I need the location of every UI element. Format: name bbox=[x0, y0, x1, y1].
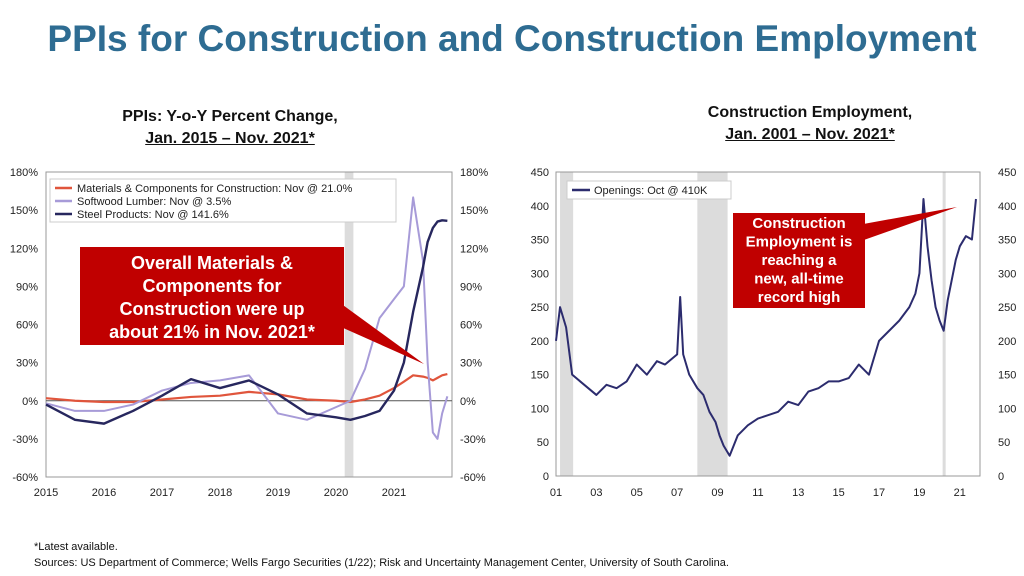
callout-box bbox=[80, 247, 344, 345]
x-tick-label: 07 bbox=[671, 487, 683, 499]
y-tick-label-left: 150 bbox=[531, 370, 549, 382]
callout-text: Construction bbox=[752, 215, 845, 232]
x-tick-label: 21 bbox=[954, 487, 966, 499]
recession-band bbox=[560, 172, 574, 476]
x-tick-label: 13 bbox=[792, 487, 804, 499]
y-tick-label-right: -60% bbox=[460, 472, 486, 484]
y-tick-label-left: 300 bbox=[531, 268, 549, 280]
y-tick-label-left: 90% bbox=[16, 281, 38, 293]
y-tick-label-left: 180% bbox=[10, 167, 38, 179]
page-title: PPIs for Construction and Construction E… bbox=[47, 18, 977, 59]
y-tick-label-left: -30% bbox=[12, 434, 38, 446]
y-tick-label-right: 350 bbox=[998, 235, 1016, 247]
series-line bbox=[45, 219, 448, 425]
callout-text: reaching a bbox=[761, 252, 837, 269]
x-tick-label: 15 bbox=[833, 487, 845, 499]
legend-label: Softwood Lumber: Nov @ 3.5% bbox=[77, 196, 231, 208]
plot-frame bbox=[555, 171, 981, 477]
y-tick-label-left: 250 bbox=[531, 302, 549, 314]
y-tick-label-left: 120% bbox=[10, 243, 38, 255]
callout-text: Overall Materials & bbox=[131, 253, 293, 273]
y-tick-label-left: 30% bbox=[16, 358, 38, 370]
y-tick-label-right: 0% bbox=[460, 396, 476, 408]
x-tick-label: 2017 bbox=[150, 487, 174, 499]
left-subtitle-line2: Jan. 2015 – Nov. 2021* bbox=[145, 130, 315, 147]
x-tick-label: 2015 bbox=[34, 487, 58, 499]
callout-box bbox=[733, 213, 865, 308]
y-tick-label-left: 50 bbox=[537, 437, 549, 449]
legend-label: Openings: Oct @ 410K bbox=[594, 185, 708, 197]
x-tick-label: 01 bbox=[550, 487, 562, 499]
series-line bbox=[555, 198, 977, 457]
right-subtitle-line1: Construction Employment, bbox=[707, 104, 913, 121]
x-tick-label: 11 bbox=[752, 487, 763, 499]
series-line bbox=[45, 196, 449, 440]
y-tick-label-left: 200 bbox=[531, 336, 549, 348]
y-tick-label-right: 400 bbox=[998, 201, 1016, 213]
y-tick-label-left: 0% bbox=[22, 396, 38, 408]
y-tick-label-right: -30% bbox=[460, 434, 486, 446]
callout-pointer bbox=[847, 207, 957, 241]
callout-text: Components for bbox=[143, 276, 282, 296]
right-chart-subtitle: Construction Employment, Jan. 2001 – Nov… bbox=[640, 102, 980, 146]
y-tick-label-left: 0 bbox=[543, 471, 549, 483]
y-tick-label-right: 90% bbox=[460, 281, 482, 293]
y-tick-label-right: 150 bbox=[998, 370, 1016, 382]
callout-text: new, all-time bbox=[754, 271, 843, 288]
plot-frame bbox=[45, 171, 453, 478]
y-tick-label-right: 250 bbox=[998, 302, 1016, 314]
x-tick-label: 2020 bbox=[324, 487, 348, 499]
x-tick-label: 03 bbox=[590, 487, 602, 499]
callout-text: Employment is bbox=[746, 234, 853, 251]
footnote: *Latest available. bbox=[34, 541, 118, 553]
legend-label: Materials & Components for Construction:… bbox=[77, 183, 353, 195]
y-tick-label-right: 100 bbox=[998, 403, 1016, 415]
left-subtitle-line1: PPIs: Y-o-Y Percent Change, bbox=[122, 108, 338, 125]
callout-text: about 21% in Nov. 2021* bbox=[109, 322, 315, 342]
x-tick-label: 19 bbox=[913, 487, 925, 499]
x-tick-label: 2019 bbox=[266, 487, 290, 499]
x-tick-label: 17 bbox=[873, 487, 885, 499]
sources-note: Sources: US Department of Commerce; Well… bbox=[34, 557, 729, 569]
x-tick-label: 2018 bbox=[208, 487, 232, 499]
x-tick-label: 2016 bbox=[92, 487, 116, 499]
legend-box bbox=[49, 178, 397, 223]
y-tick-label-right: 60% bbox=[460, 320, 482, 332]
left-chart-subtitle: PPIs: Y-o-Y Percent Change, Jan. 2015 – … bbox=[80, 106, 380, 150]
y-tick-label-left: 150% bbox=[10, 205, 38, 217]
x-tick-label: 2021 bbox=[382, 487, 406, 499]
y-tick-label-right: 120% bbox=[460, 243, 488, 255]
y-tick-label-right: 300 bbox=[998, 268, 1016, 280]
y-tick-label-left: 450 bbox=[531, 167, 549, 179]
y-tick-label-right: 30% bbox=[460, 358, 482, 370]
y-tick-label-left: 350 bbox=[531, 235, 549, 247]
callout-text: Construction were up bbox=[119, 299, 304, 319]
y-tick-label-left: -60% bbox=[12, 472, 38, 484]
y-tick-label-right: 50 bbox=[998, 437, 1010, 449]
x-tick-label: 05 bbox=[631, 487, 643, 499]
y-tick-label-right: 200 bbox=[998, 336, 1016, 348]
y-tick-label-right: 0 bbox=[998, 471, 1004, 483]
y-tick-label-right: 180% bbox=[460, 167, 488, 179]
recession-band bbox=[697, 172, 728, 476]
y-tick-label-left: 60% bbox=[16, 320, 38, 332]
y-tick-label-right: 150% bbox=[460, 205, 488, 217]
legend-box bbox=[566, 180, 732, 200]
x-tick-label: 09 bbox=[711, 487, 723, 499]
y-tick-label-left: 100 bbox=[531, 403, 549, 415]
y-tick-label-right: 450 bbox=[998, 167, 1016, 179]
right-subtitle-line2: Jan. 2001 – Nov. 2021* bbox=[725, 126, 895, 143]
legend-label: Steel Products: Nov @ 141.6% bbox=[77, 209, 229, 221]
y-tick-label-left: 400 bbox=[531, 201, 549, 213]
callout-text: record high bbox=[758, 289, 841, 306]
